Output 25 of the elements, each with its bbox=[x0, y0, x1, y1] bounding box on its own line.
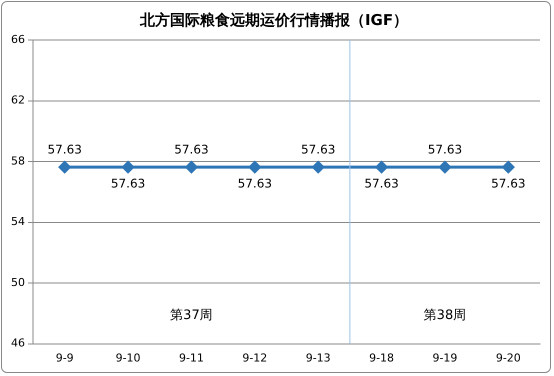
data-label: 57.63 bbox=[110, 176, 146, 190]
y-tick-label: 66 bbox=[10, 32, 25, 46]
x-tick-label: 9-10 bbox=[116, 351, 141, 364]
x-tick-label: 9-13 bbox=[306, 351, 331, 364]
y-tick-label: 54 bbox=[10, 215, 25, 228]
x-tick-label: 9-19 bbox=[432, 351, 458, 364]
y-tick-label: 58 bbox=[10, 154, 25, 168]
data-label: 57.63 bbox=[428, 142, 462, 156]
annotation: 第37周 bbox=[170, 308, 213, 324]
x-tick-label: 9-11 bbox=[178, 351, 204, 364]
data-label: 57.63 bbox=[238, 176, 272, 190]
data-label: 57.63 bbox=[364, 176, 399, 190]
data-label: 57.63 bbox=[174, 142, 209, 156]
data-label: 57.63 bbox=[491, 176, 526, 190]
y-tick-label: 46 bbox=[10, 336, 25, 350]
data-label: 57.63 bbox=[301, 142, 336, 156]
x-tick-label: 9-20 bbox=[496, 351, 521, 364]
x-tick-label: 9-12 bbox=[242, 351, 268, 364]
annotation: 第38周 bbox=[424, 308, 466, 324]
y-tick-label: 62 bbox=[10, 94, 25, 107]
data-label: 57.63 bbox=[48, 142, 82, 156]
chart-title: 北方国际粮食远期运价行情播报（IGF） bbox=[138, 10, 408, 29]
x-tick-label: 9-9 bbox=[56, 351, 74, 364]
x-tick-label: 9-18 bbox=[369, 351, 394, 364]
y-tick-label: 50 bbox=[10, 276, 25, 289]
